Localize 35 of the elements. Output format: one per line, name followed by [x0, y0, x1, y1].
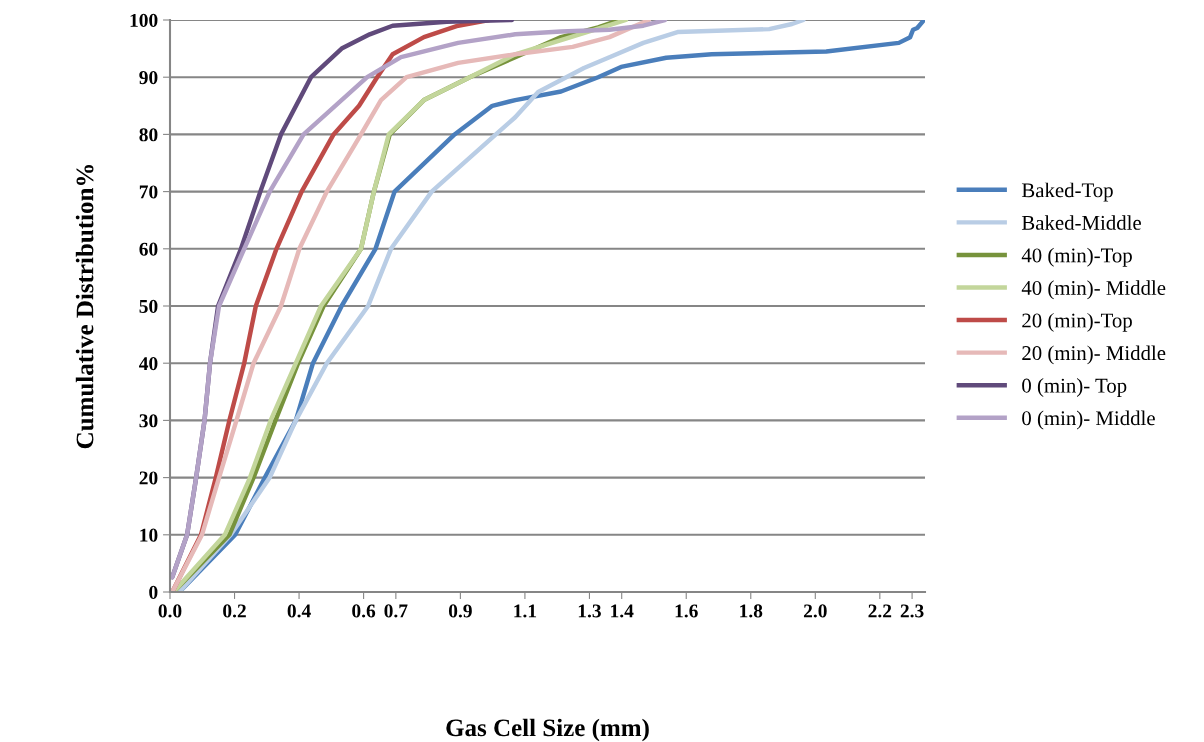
x-tick-label: 0.9 — [448, 604, 472, 618]
y-tick-label: 0 — [149, 585, 158, 599]
legend-label: 20 (min)- Middle — [1022, 345, 1166, 365]
y-tick-label: 30 — [139, 414, 158, 428]
x-tick-label: 1.3 — [578, 604, 601, 618]
legend-label: 40 (min)-Top — [1021, 247, 1132, 267]
y-tick-label: 20 — [139, 471, 158, 485]
x-axis-title: Gas Cell Size (mm) — [446, 718, 649, 742]
y-tick-label: 100 — [130, 13, 158, 27]
y-tick-label: 40 — [139, 357, 158, 371]
x-tick-label: 0.6 — [352, 604, 376, 618]
y-axis-title: Cumulative Distribution% — [75, 164, 94, 449]
x-tick-label: 1.6 — [675, 604, 698, 618]
x-tick-label: 2.3 — [900, 604, 924, 618]
y-tick-label: 70 — [139, 185, 158, 199]
legend-label: 0 (min)- Middle — [1022, 410, 1155, 430]
legend-label: Baked-Middle — [1021, 215, 1141, 230]
x-tick-label: 0.7 — [384, 604, 408, 618]
y-tick-label: 50 — [139, 299, 158, 313]
legend-label: Baked-Top — [1021, 182, 1113, 202]
legend-label: 40 (min)- Middle — [1021, 280, 1166, 300]
y-tick-label: 10 — [140, 528, 158, 542]
x-tick-label: 1.4 — [611, 604, 634, 618]
y-tick-label: 60 — [139, 242, 158, 256]
x-tick-label: 0.4 — [287, 604, 311, 618]
y-tick-label: 90 — [139, 71, 158, 85]
x-tick-label: 0.0 — [158, 604, 182, 618]
y-tick-label: 80 — [139, 128, 158, 142]
legend-label: 20 (min)-Top — [1022, 312, 1132, 332]
legend-label: 0 (min)- Top — [1022, 378, 1127, 397]
x-tick-label: 0.2 — [223, 604, 246, 618]
x-tick-label: 2.0 — [803, 604, 827, 618]
x-tick-label: 1.1 — [514, 604, 537, 618]
x-tick-label: 2.2 — [868, 604, 892, 618]
x-tick-label: 1.8 — [740, 604, 763, 618]
